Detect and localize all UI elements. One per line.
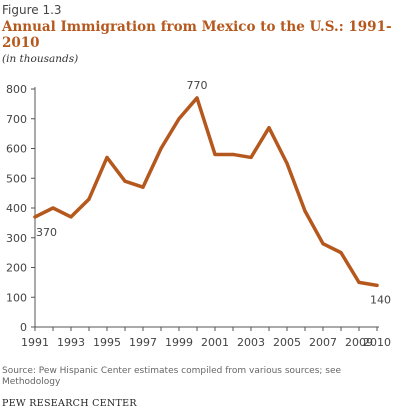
data-label: 140 [370, 293, 391, 306]
data-point [177, 117, 181, 121]
data-point [303, 209, 307, 213]
data-point [69, 215, 73, 219]
y-axis: 0 100 200 300 400 500 600 700 800 [6, 83, 36, 334]
data-point [141, 185, 145, 189]
y-tick-label: 800 [6, 83, 27, 96]
data-point [51, 206, 55, 210]
chart-title: Annual Immigration from Mexico to the U.… [2, 19, 392, 51]
data-point [195, 96, 199, 100]
x-tick-label: 2005 [273, 336, 301, 349]
x-tick-label: 2003 [237, 336, 265, 349]
x-tick-label: 1995 [93, 336, 121, 349]
data-point [339, 251, 343, 255]
x-tick-label: 2007 [309, 336, 337, 349]
data-point [213, 152, 217, 157]
x-tick-label: 2001 [201, 336, 229, 349]
y-tick-label: 700 [6, 113, 27, 126]
data-point [87, 197, 91, 201]
figure-label: Figure 1.3 [2, 3, 62, 17]
data-point [105, 155, 109, 160]
data-label: 370 [36, 226, 57, 239]
series-layer [33, 96, 379, 288]
series-line-0 [33, 96, 379, 288]
y-tick-label: 200 [6, 262, 27, 275]
x-tick-label: 1999 [165, 336, 193, 349]
y-tick-label: 300 [6, 232, 27, 245]
y-tick-label: 400 [6, 202, 27, 215]
data-point [249, 155, 253, 160]
x-tick-label: 2009 [345, 336, 373, 349]
x-tick-label: 1991 [21, 336, 49, 349]
x-tick-label: 1997 [129, 336, 157, 349]
annotations-layer: 370 770 140 [36, 79, 391, 306]
data-point [267, 126, 271, 130]
data-point [123, 179, 127, 183]
data-point [357, 280, 361, 284]
data-point [33, 215, 37, 219]
data-point [321, 242, 325, 246]
y-tick-label: 0 [20, 321, 27, 334]
x-tick-label: 2010 [363, 336, 391, 349]
y-tick-label: 100 [6, 291, 27, 304]
chart-subtitle: (in thousands) [2, 53, 79, 65]
source-note: Source: Pew Hispanic Center estimates co… [2, 366, 342, 387]
y-tick-label: 500 [6, 172, 27, 185]
data-point [285, 161, 289, 165]
x-tick-label: 1993 [57, 336, 85, 349]
data-point [159, 146, 163, 151]
y-tick-label: 600 [6, 143, 27, 156]
brand-footer: PEW RESEARCH CENTER [2, 398, 137, 409]
data-label: 770 [187, 79, 208, 92]
x-axis: 1991 1993 1995 1997 1999 2001 2003 2005 2007 2009… [21, 326, 391, 349]
data-point [375, 283, 379, 287]
data-point [231, 152, 235, 157]
